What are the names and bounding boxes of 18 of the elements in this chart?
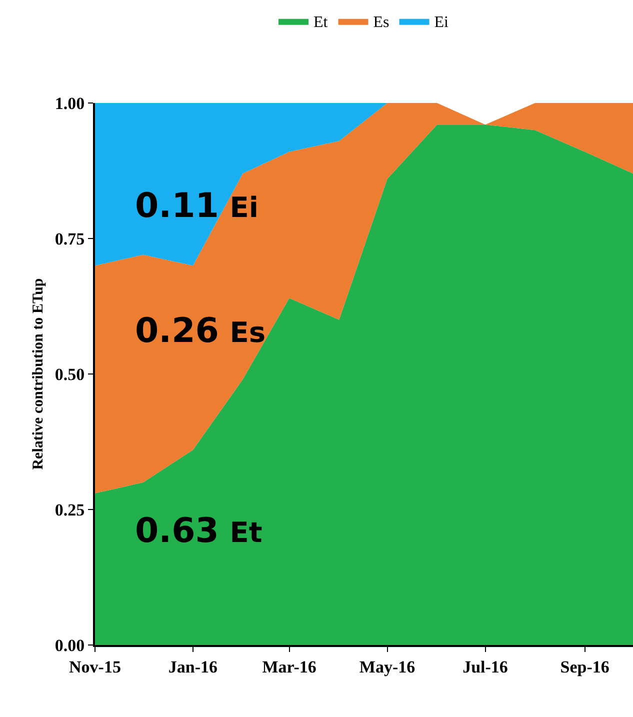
y-tick-label: 0.75: [54, 229, 85, 248]
x-tick-label: May-16: [359, 657, 416, 676]
x-tick-label: Sep-16: [560, 657, 610, 676]
annotation: 0.11 Ei: [135, 186, 258, 226]
legend-label: Es: [373, 14, 390, 32]
y-tick-label: 0.00: [54, 636, 85, 655]
annotation: 0.26 Es: [135, 311, 266, 351]
y-tick-label: 1.00: [54, 94, 85, 113]
x-tick-label: Mar-16: [262, 657, 316, 676]
x-tick-label: Jul-16: [462, 657, 508, 676]
y-axis-title: Relative contribution to ETup: [30, 278, 47, 470]
x-tick-label: Jan-16: [168, 657, 218, 676]
legend-label: Ei: [434, 14, 450, 32]
y-tick-label: 0.50: [54, 364, 85, 384]
annotation: 0.63 Et: [135, 511, 262, 551]
x-tick-label: Nov-15: [69, 657, 121, 676]
y-tick-label: 0.25: [54, 500, 85, 520]
legend-label: Et: [314, 14, 328, 32]
